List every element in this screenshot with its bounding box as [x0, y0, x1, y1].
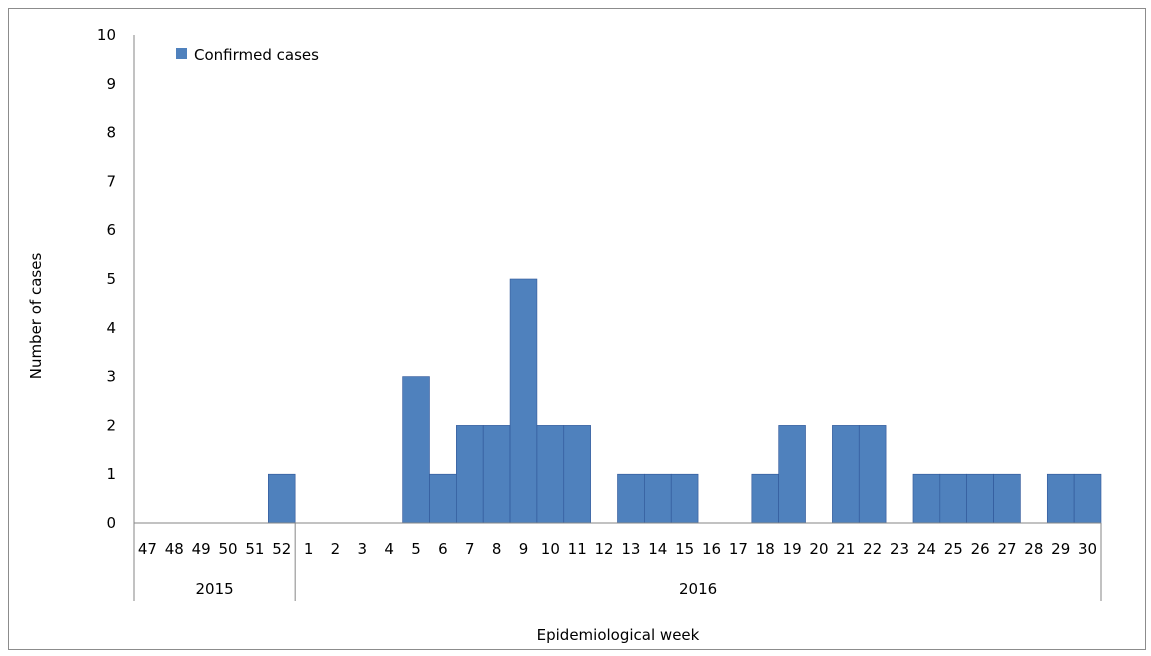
- x-group-label: 2016: [679, 580, 717, 598]
- x-tick-label: 50: [218, 540, 237, 558]
- bar: [912, 473, 941, 524]
- x-tick-label: 5: [411, 540, 421, 558]
- bar: [1046, 473, 1075, 524]
- y-tick-label: 2: [106, 416, 116, 434]
- y-tick-label: 6: [106, 221, 116, 239]
- x-tick-label: 30: [1078, 540, 1097, 558]
- x-tick-label: 9: [519, 540, 529, 558]
- y-tick-label: 3: [106, 368, 116, 386]
- bar: [778, 425, 806, 524]
- y-tick-label: 7: [106, 172, 116, 190]
- x-tick-label: 4: [384, 540, 394, 558]
- bar: [644, 473, 672, 524]
- x-tick-label: 20: [809, 540, 828, 558]
- y-tick-label: 4: [106, 319, 116, 337]
- legend-label: Confirmed cases: [194, 46, 319, 64]
- x-group-label: 2015: [195, 580, 233, 598]
- bar: [751, 473, 779, 524]
- x-tick-label: 26: [971, 540, 990, 558]
- chart-frame: [8, 8, 1146, 650]
- x-tick-label: 15: [675, 540, 694, 558]
- bar: [563, 425, 591, 524]
- y-tick-label: 1: [106, 465, 116, 483]
- bar: [456, 425, 484, 524]
- bar: [482, 425, 511, 524]
- bar-series: [268, 278, 1102, 524]
- bar: [966, 473, 994, 524]
- bar: [832, 425, 860, 524]
- x-tick-label: 12: [595, 540, 614, 558]
- x-tick-label: 13: [621, 540, 640, 558]
- x-tick-label: 27: [997, 540, 1016, 558]
- x-tick-label: 3: [358, 540, 368, 558]
- x-tick-label: 16: [702, 540, 721, 558]
- x-tick-label: 51: [245, 540, 264, 558]
- y-axis-title: Number of cases: [27, 253, 45, 380]
- x-tick-label: 21: [836, 540, 855, 558]
- y-tick-label: 8: [106, 124, 116, 142]
- y-tick-label: 9: [106, 75, 116, 93]
- x-tick-label: 18: [756, 540, 775, 558]
- x-axis-title: Epidemiological week: [537, 626, 700, 644]
- y-tick-label: 5: [106, 270, 116, 288]
- y-tick-label: 10: [97, 26, 116, 44]
- y-tick-label: 0: [106, 514, 116, 532]
- x-tick-label: 11: [568, 540, 587, 558]
- x-tick-label: 28: [1024, 540, 1043, 558]
- x-tick-label: 49: [192, 540, 211, 558]
- bar: [509, 278, 538, 524]
- x-tick-label: 52: [272, 540, 291, 558]
- bar: [429, 473, 457, 524]
- bar: [536, 425, 565, 524]
- bar: [268, 473, 296, 524]
- x-tick-label: 10: [541, 540, 560, 558]
- bar: [670, 473, 699, 524]
- x-tick-label: 47: [138, 540, 157, 558]
- bar: [1073, 473, 1102, 524]
- legend-swatch: [176, 48, 187, 59]
- bar: [939, 473, 967, 524]
- x-tick-label: 8: [492, 540, 502, 558]
- bar: [993, 473, 1021, 524]
- legend: Confirmed cases: [176, 46, 319, 64]
- x-tick-label: 1: [304, 540, 314, 558]
- x-tick-label: 7: [465, 540, 475, 558]
- x-tick-label: 14: [648, 540, 667, 558]
- x-tick-label: 17: [729, 540, 748, 558]
- x-tick-label: 23: [890, 540, 909, 558]
- x-tick-label: 25: [944, 540, 963, 558]
- x-tick-label: 48: [165, 540, 184, 558]
- y-axis-ticks: 0 1 2 3 4 5 6 7 8 9 10: [97, 26, 116, 532]
- x-tick-label: 29: [1051, 540, 1070, 558]
- x-tick-label: 19: [783, 540, 802, 558]
- bar: [402, 376, 430, 524]
- x-tick-label: 22: [863, 540, 882, 558]
- bar: [617, 473, 645, 524]
- x-axis-groups: 2015 2016: [195, 523, 717, 601]
- x-tick-label: 2: [331, 540, 341, 558]
- x-tick-label: 6: [438, 540, 448, 558]
- x-axis-ticks: 47 48 49 50 51 52 1 2 3 4 5 6 7 8 9 10 11 12 13 14 15 16 17 18 1…: [138, 540, 1097, 558]
- x-tick-label: 24: [917, 540, 936, 558]
- bar: [858, 425, 887, 524]
